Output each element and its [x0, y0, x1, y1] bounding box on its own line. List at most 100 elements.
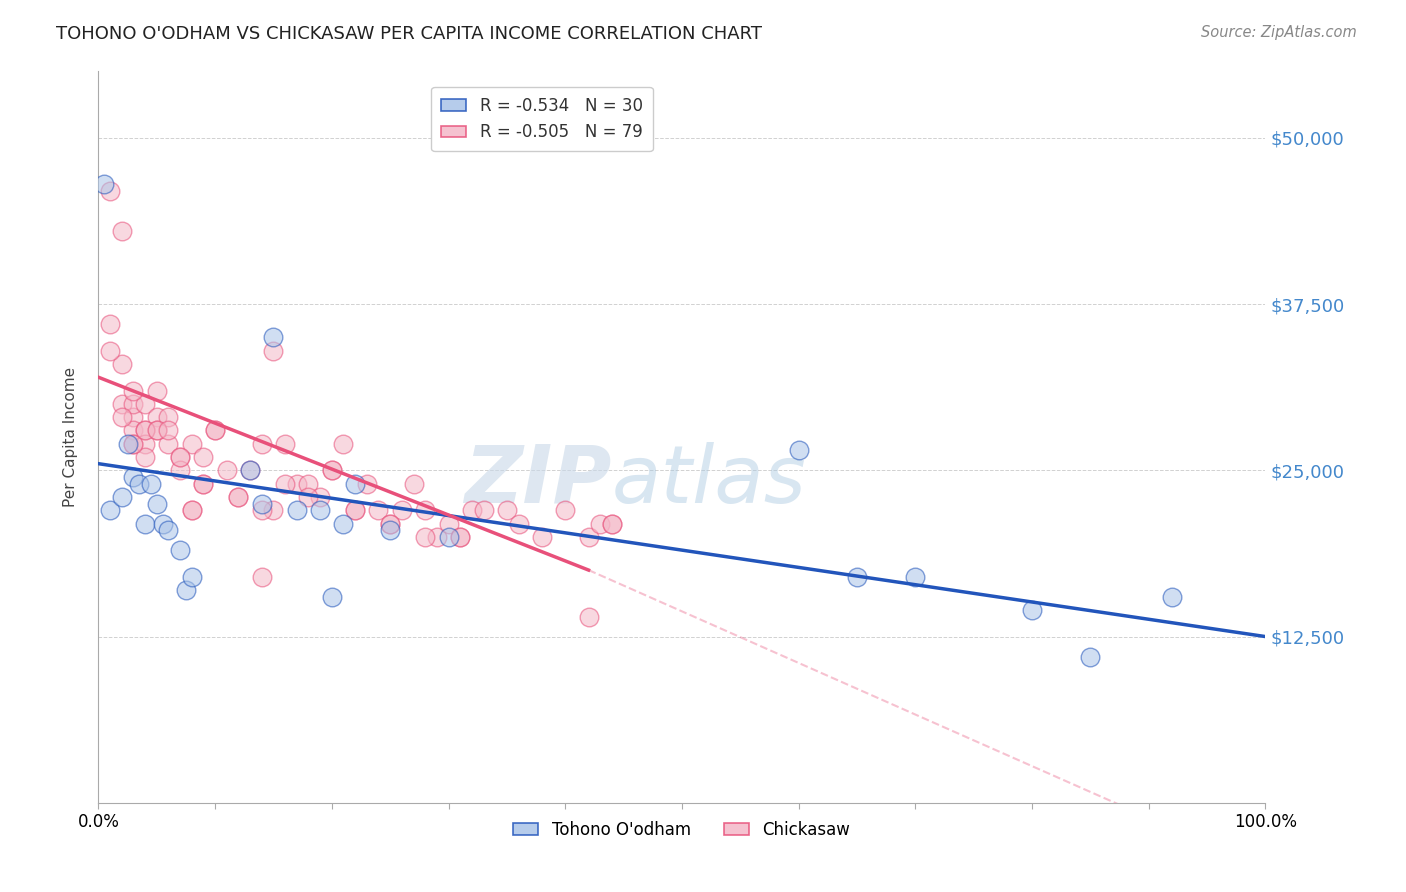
Point: [215, 463, 238, 477]
Text: Source: ZipAtlas.com: Source: ZipAtlas.com: [1201, 25, 1357, 40]
Point: [589, 516, 612, 531]
Point: [250, 503, 273, 517]
Point: [262, 330, 284, 344]
Point: [228, 490, 250, 504]
Y-axis label: Per Capita Income: Per Capita Income: [63, 367, 77, 508]
Point: [1021, 603, 1043, 617]
Point: [228, 490, 250, 504]
Point: [134, 424, 156, 438]
Point: [437, 530, 460, 544]
Point: [274, 436, 297, 450]
Point: [146, 424, 169, 438]
Point: [508, 516, 530, 531]
Point: [250, 570, 273, 584]
Point: [93, 178, 115, 192]
Point: [904, 570, 927, 584]
Point: [111, 357, 134, 371]
Point: [554, 503, 576, 517]
Point: [309, 490, 332, 504]
Point: [134, 424, 156, 438]
Point: [1161, 590, 1184, 604]
Point: [461, 503, 484, 517]
Point: [250, 497, 273, 511]
Point: [380, 516, 402, 531]
Point: [1080, 649, 1102, 664]
Point: [391, 503, 413, 517]
Point: [239, 463, 262, 477]
Point: [128, 476, 150, 491]
Point: [285, 503, 308, 517]
Point: [309, 503, 332, 517]
Point: [134, 397, 156, 411]
Point: [846, 570, 869, 584]
Point: [146, 410, 169, 425]
Point: [122, 384, 145, 398]
Point: [332, 436, 354, 450]
Point: [98, 503, 121, 517]
Point: [321, 463, 343, 477]
Point: [157, 436, 180, 450]
Point: [122, 410, 145, 425]
Point: [332, 516, 354, 531]
Point: [285, 476, 308, 491]
Legend: Tohono O'odham, Chickasaw: Tohono O'odham, Chickasaw: [506, 814, 858, 846]
Point: [180, 503, 202, 517]
Point: [111, 397, 134, 411]
Point: [111, 410, 134, 425]
Point: [787, 443, 810, 458]
Point: [180, 570, 202, 584]
Point: [344, 503, 367, 517]
Point: [204, 424, 226, 438]
Point: [193, 476, 215, 491]
Point: [413, 503, 436, 517]
Point: [274, 476, 297, 491]
Point: [180, 436, 202, 450]
Point: [356, 476, 378, 491]
Point: [496, 503, 519, 517]
Point: [174, 582, 197, 597]
Point: [204, 424, 226, 438]
Point: [344, 503, 367, 517]
Point: [157, 410, 180, 425]
Point: [578, 609, 600, 624]
Point: [98, 343, 121, 358]
Point: [122, 424, 145, 438]
Point: [146, 497, 169, 511]
Point: [297, 490, 319, 504]
Point: [367, 503, 389, 517]
Text: ZIP: ZIP: [464, 442, 612, 520]
Point: [122, 470, 145, 484]
Point: [134, 516, 156, 531]
Point: [146, 424, 169, 438]
Point: [134, 436, 156, 450]
Point: [157, 424, 180, 438]
Point: [122, 436, 145, 450]
Point: [169, 543, 191, 558]
Point: [321, 463, 343, 477]
Text: TOHONO O'ODHAM VS CHICKASAW PER CAPITA INCOME CORRELATION CHART: TOHONO O'ODHAM VS CHICKASAW PER CAPITA I…: [56, 25, 762, 43]
Point: [98, 317, 121, 331]
Point: [146, 384, 169, 398]
Point: [297, 476, 319, 491]
Point: [380, 516, 402, 531]
Point: [122, 397, 145, 411]
Point: [344, 476, 367, 491]
Text: atlas: atlas: [612, 442, 807, 520]
Point: [180, 503, 202, 517]
Point: [413, 530, 436, 544]
Point: [600, 516, 623, 531]
Point: [262, 343, 284, 358]
Point: [239, 463, 262, 477]
Point: [134, 450, 156, 464]
Point: [117, 436, 139, 450]
Point: [437, 516, 460, 531]
Point: [426, 530, 449, 544]
Point: [139, 476, 162, 491]
Point: [380, 523, 402, 537]
Point: [530, 530, 553, 544]
Point: [169, 450, 191, 464]
Point: [122, 436, 145, 450]
Point: [111, 224, 134, 238]
Point: [402, 476, 425, 491]
Point: [193, 476, 215, 491]
